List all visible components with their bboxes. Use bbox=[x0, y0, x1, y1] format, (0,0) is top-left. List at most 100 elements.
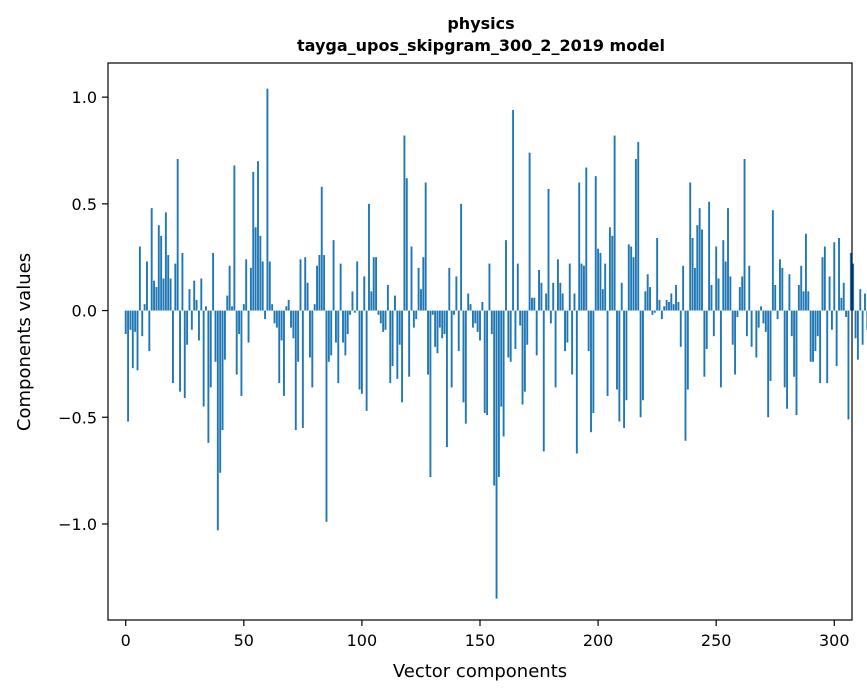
bar bbox=[668, 302, 670, 311]
bar bbox=[401, 310, 403, 403]
bar bbox=[540, 282, 543, 311]
bar bbox=[693, 267, 696, 311]
bar bbox=[528, 152, 531, 311]
bar bbox=[153, 280, 155, 311]
bar bbox=[812, 310, 814, 362]
bar bbox=[167, 255, 170, 311]
bar bbox=[339, 263, 342, 311]
bar bbox=[535, 310, 538, 356]
bar bbox=[337, 310, 340, 384]
x-tick-label: 100 bbox=[347, 631, 378, 650]
bar bbox=[710, 284, 713, 311]
bar bbox=[124, 310, 127, 335]
bar bbox=[155, 287, 158, 311]
bar bbox=[443, 310, 446, 335]
bar bbox=[734, 310, 737, 375]
bar bbox=[743, 159, 746, 311]
bar bbox=[181, 252, 184, 311]
bar bbox=[455, 276, 458, 311]
bar bbox=[188, 289, 191, 311]
bar bbox=[405, 178, 408, 311]
bar bbox=[826, 310, 829, 384]
bar bbox=[441, 310, 444, 339]
bar bbox=[864, 293, 866, 311]
bar bbox=[684, 310, 687, 441]
bar bbox=[190, 310, 193, 330]
bar bbox=[786, 310, 788, 409]
bar bbox=[349, 310, 352, 315]
plot-frame bbox=[107, 62, 853, 621]
bar bbox=[722, 240, 725, 311]
bar bbox=[727, 208, 729, 311]
bar bbox=[160, 235, 163, 311]
bar bbox=[715, 246, 718, 311]
bar bbox=[800, 265, 803, 311]
bar bbox=[320, 186, 323, 311]
bar bbox=[507, 310, 510, 358]
bar bbox=[691, 238, 694, 311]
bar bbox=[474, 310, 477, 324]
bar bbox=[613, 135, 616, 311]
bar bbox=[412, 310, 415, 328]
bar bbox=[197, 310, 200, 341]
x-axis-ticks: 0 50 100 150 200 250 300 bbox=[121, 620, 850, 650]
y-tick-label: 0.5 bbox=[72, 195, 97, 214]
bar bbox=[833, 242, 836, 311]
bar bbox=[597, 248, 600, 311]
bar bbox=[453, 310, 455, 315]
bar bbox=[172, 310, 174, 384]
bar bbox=[252, 171, 255, 311]
bar bbox=[793, 310, 796, 377]
bar bbox=[797, 284, 800, 311]
y-tick-label: −1.0 bbox=[58, 515, 97, 534]
bar bbox=[448, 267, 451, 311]
bar bbox=[141, 310, 144, 337]
bar bbox=[375, 257, 378, 311]
bar bbox=[131, 310, 134, 369]
bar bbox=[386, 284, 389, 311]
bar bbox=[391, 310, 394, 367]
bar bbox=[649, 287, 651, 311]
bar bbox=[845, 310, 848, 317]
bar bbox=[382, 310, 385, 332]
bar bbox=[830, 310, 833, 330]
bar bbox=[134, 310, 137, 332]
bar bbox=[568, 263, 571, 311]
bar bbox=[512, 109, 515, 311]
bar bbox=[545, 293, 548, 311]
bar bbox=[675, 284, 677, 311]
bar bbox=[429, 310, 432, 478]
bar bbox=[436, 310, 439, 354]
bar bbox=[420, 289, 422, 311]
bar bbox=[601, 289, 604, 311]
bar bbox=[372, 257, 375, 311]
bar bbox=[202, 310, 205, 407]
bar bbox=[505, 240, 507, 311]
bar bbox=[445, 310, 448, 448]
bar bbox=[219, 310, 222, 473]
bar bbox=[195, 299, 198, 311]
bar bbox=[552, 282, 555, 311]
y-tick-label: 0.0 bbox=[72, 302, 97, 321]
bar bbox=[221, 310, 224, 431]
bar bbox=[847, 310, 850, 420]
bar bbox=[162, 278, 165, 311]
bar bbox=[488, 263, 491, 311]
bar bbox=[313, 304, 316, 311]
x-tick-label: 250 bbox=[701, 631, 732, 650]
bar bbox=[297, 310, 300, 362]
bar bbox=[431, 310, 434, 315]
bar bbox=[774, 284, 777, 311]
bar bbox=[835, 310, 838, 367]
bar bbox=[334, 310, 337, 343]
bar bbox=[599, 252, 602, 311]
bar bbox=[183, 310, 186, 399]
bar bbox=[703, 310, 706, 377]
bar bbox=[547, 188, 550, 311]
bar bbox=[644, 291, 647, 311]
bar bbox=[231, 306, 233, 311]
bar bbox=[264, 310, 267, 320]
bar bbox=[226, 295, 229, 311]
bar bbox=[736, 310, 739, 317]
